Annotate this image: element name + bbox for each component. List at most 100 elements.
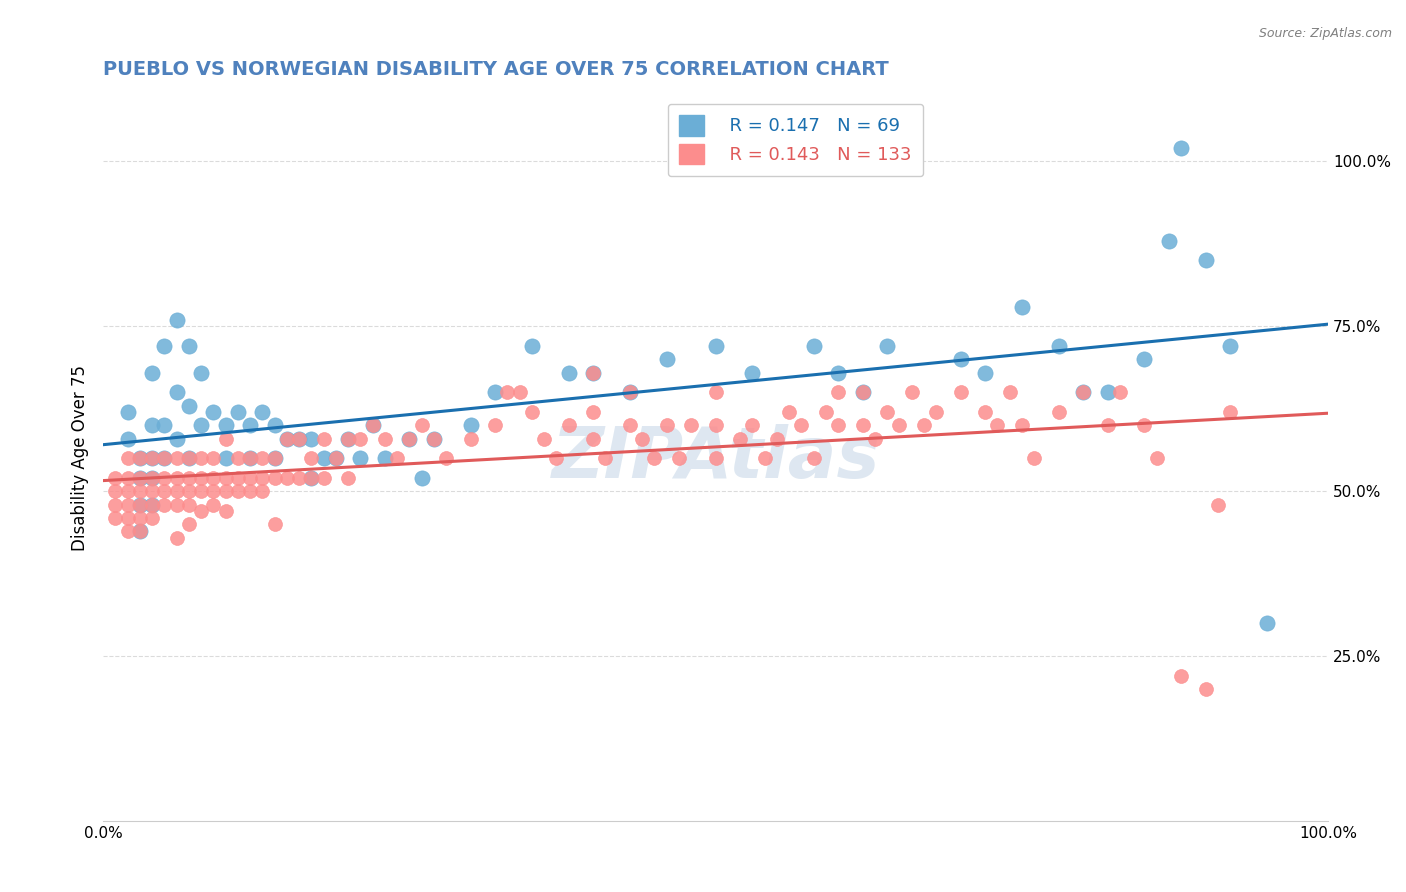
Point [177, 471, 200, 485]
Point [141, 366, 163, 380]
Point [153, 498, 176, 512]
Point [153, 418, 176, 433]
Point [190, 484, 212, 499]
Point [104, 511, 127, 525]
Point [141, 451, 163, 466]
Point [1194, 682, 1216, 697]
Point [214, 451, 236, 466]
Point [949, 385, 972, 400]
Point [1146, 451, 1168, 466]
Point [704, 451, 727, 466]
Point [827, 366, 849, 380]
Point [582, 432, 605, 446]
Point [998, 385, 1021, 400]
Point [337, 471, 360, 485]
Point [190, 451, 212, 466]
Point [876, 405, 898, 419]
Point [202, 451, 225, 466]
Point [1157, 234, 1180, 248]
Point [128, 471, 150, 485]
Text: ZIPAtlas: ZIPAtlas [551, 424, 880, 493]
Point [190, 471, 212, 485]
Point [252, 451, 274, 466]
Point [1219, 405, 1241, 419]
Point [827, 418, 849, 433]
Point [312, 471, 335, 485]
Point [546, 451, 568, 466]
Point [814, 405, 837, 419]
Point [141, 471, 163, 485]
Point [252, 405, 274, 419]
Point [668, 451, 690, 466]
Point [276, 432, 298, 446]
Point [128, 451, 150, 466]
Point [117, 451, 139, 466]
Point [398, 432, 420, 446]
Point [398, 432, 420, 446]
Point [202, 484, 225, 499]
Point [1170, 141, 1192, 155]
Point [411, 471, 433, 485]
Point [1097, 418, 1119, 433]
Point [153, 451, 176, 466]
Point [202, 498, 225, 512]
Point [263, 517, 285, 532]
Point [214, 418, 236, 433]
Point [803, 339, 825, 353]
Point [655, 418, 678, 433]
Point [128, 484, 150, 499]
Point [1194, 253, 1216, 268]
Point [166, 313, 188, 327]
Text: Source: ZipAtlas.com: Source: ZipAtlas.com [1258, 27, 1392, 40]
Point [166, 385, 188, 400]
Point [263, 451, 285, 466]
Point [239, 451, 262, 466]
Point [925, 405, 948, 419]
Point [582, 366, 605, 380]
Point [496, 385, 519, 400]
Point [166, 531, 188, 545]
Point [655, 352, 678, 367]
Point [263, 418, 285, 433]
Point [153, 339, 176, 353]
Point [128, 511, 150, 525]
Point [619, 418, 641, 433]
Point [214, 432, 236, 446]
Point [299, 432, 322, 446]
Point [1206, 498, 1229, 512]
Point [778, 405, 800, 419]
Point [276, 471, 298, 485]
Point [1047, 405, 1070, 419]
Point [803, 451, 825, 466]
Point [288, 432, 311, 446]
Point [190, 366, 212, 380]
Point [104, 484, 127, 499]
Point [337, 432, 360, 446]
Point [128, 498, 150, 512]
Point [460, 432, 482, 446]
Point [557, 418, 579, 433]
Point [177, 517, 200, 532]
Point [619, 385, 641, 400]
Point [900, 385, 922, 400]
Point [141, 498, 163, 512]
Point [704, 339, 727, 353]
Point [533, 432, 555, 446]
Point [226, 471, 249, 485]
Point [153, 484, 176, 499]
Point [1011, 300, 1033, 314]
Point [117, 524, 139, 538]
Point [299, 471, 322, 485]
Point [741, 366, 763, 380]
Point [226, 451, 249, 466]
Point [484, 418, 506, 433]
Point [214, 484, 236, 499]
Point [252, 484, 274, 499]
Point [1170, 669, 1192, 683]
Point [166, 432, 188, 446]
Point [312, 451, 335, 466]
Point [827, 385, 849, 400]
Point [681, 418, 703, 433]
Point [582, 405, 605, 419]
Point [337, 432, 360, 446]
